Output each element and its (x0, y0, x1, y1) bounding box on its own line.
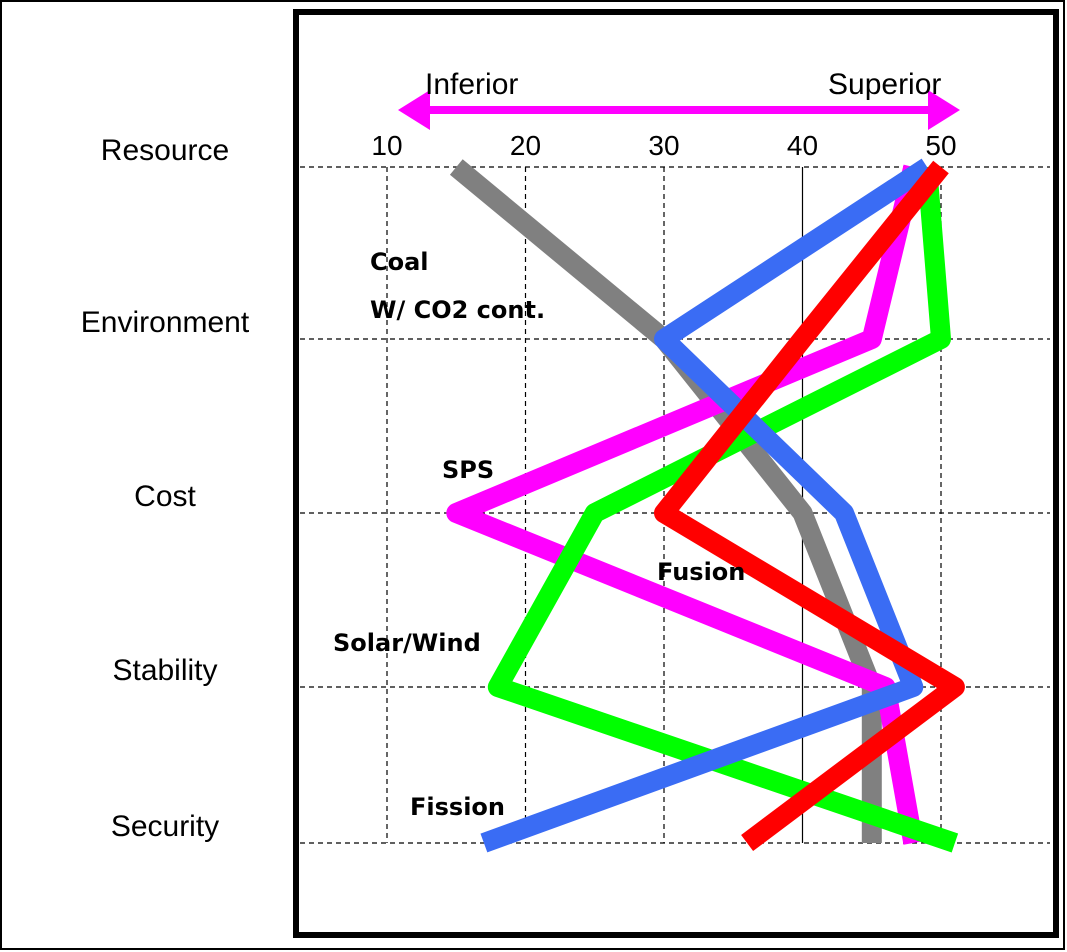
tick-label-40: 40 (787, 130, 818, 161)
direction-arrow (398, 90, 960, 130)
tick-label-10: 10 (371, 130, 402, 161)
series-label-coal: Coal W/ CO2 cont. (370, 248, 545, 324)
category-label-stability: Stability (112, 654, 217, 687)
category-label-resource: Resource (101, 134, 229, 167)
category-label-cost: Cost (134, 480, 196, 513)
series-label-line: Coal (370, 248, 429, 276)
series-lines (446, 158, 965, 853)
series-line-fusion (654, 160, 965, 851)
series-line-fission (480, 158, 933, 853)
category-label-security: Security (111, 810, 219, 843)
series-label-line: SPS (442, 456, 494, 484)
tick-label-30: 30 (648, 130, 679, 161)
tick-label-50: 50 (925, 130, 956, 161)
series-label-line: W/ CO2 cont. (370, 296, 545, 324)
series-label-sps: SPS (442, 456, 494, 484)
arrow-head-right (928, 90, 960, 130)
arrow-head-left (398, 90, 430, 130)
series-label-fission: Fission (410, 793, 505, 821)
direction-label-right: Superior (828, 68, 941, 101)
series-label-line: Fusion (657, 558, 745, 586)
series-label-line: Solar/Wind (333, 629, 481, 657)
category-label-environment: Environment (81, 306, 250, 339)
series-line-solar-wind (487, 166, 959, 853)
direction-label-left: Inferior (425, 68, 518, 101)
series-label-solar-wind: Solar/Wind (333, 629, 481, 657)
text-labels: Inferior Superior 10 20 30 40 50 Resource Enviro… (81, 68, 957, 843)
tick-label-20: 20 (510, 130, 541, 161)
series-label-line: Fission (410, 793, 505, 821)
series-label-fusion: Fusion (657, 558, 745, 586)
